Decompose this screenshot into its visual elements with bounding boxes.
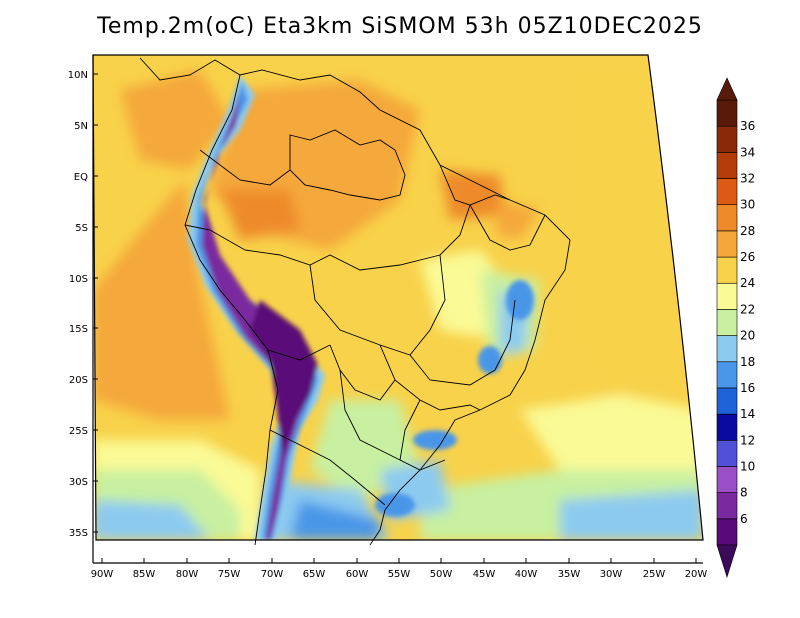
map-frame <box>92 54 704 541</box>
colorbar-label: 26 <box>740 250 755 264</box>
lon-axis: 90W 85W 80W 75W 70W 65W 60W 55W 50W 45W … <box>91 558 708 580</box>
field-south-atl-20 <box>560 490 703 540</box>
field-ne-30 <box>440 170 505 220</box>
boundary-mt <box>309 254 446 356</box>
lat-label: 25S <box>69 426 88 437</box>
colorbar-label: 12 <box>740 433 755 447</box>
colorbar-swatch <box>716 204 738 232</box>
colorbar-label: 22 <box>740 302 755 316</box>
lat-label: 35S <box>69 528 88 539</box>
lon-label: 20W <box>685 569 708 580</box>
colorbar-label: 34 <box>740 145 755 159</box>
field-patagonia-18 <box>290 500 380 540</box>
lon-label: 80W <box>176 569 199 580</box>
boundary-sp <box>394 379 481 411</box>
lon-label: 90W <box>91 569 114 580</box>
colorbar-label: 14 <box>740 407 755 421</box>
lat-label: 10N <box>68 70 88 81</box>
field-atlantic-24 <box>520 395 703 480</box>
colorbar-label: 6 <box>740 512 748 526</box>
colorbar-label: 10 <box>740 459 755 473</box>
colorbar-swatch <box>716 282 738 310</box>
colorbar-label: 18 <box>740 355 755 369</box>
colorbar-swatch <box>716 492 738 520</box>
colorbar-swatch <box>716 387 738 415</box>
lat-label: 30S <box>69 477 88 488</box>
boundary-ms <box>329 344 396 401</box>
lat-label: 20S <box>69 375 88 386</box>
field-ne-28 <box>495 200 540 240</box>
boundary-north <box>289 129 406 201</box>
lon-label: 85W <box>133 569 156 580</box>
lat-label: EQ <box>74 172 88 183</box>
andes-cold-spine <box>188 75 325 540</box>
lat-axis: 10N 5N EQ 5S 10S 15S 20S 25S 30S 35S <box>68 70 98 539</box>
colorbar-label: 20 <box>740 329 755 343</box>
colorbar: 6 8 10 12 14 16 18 20 22 24 26 28 30 32 34 36 <box>716 77 755 579</box>
boundary-amazon <box>244 204 471 271</box>
colorbar-swatch <box>716 439 738 467</box>
colorbar-over-arrow <box>716 77 738 101</box>
lon-label: 55W <box>388 569 411 580</box>
boundary-peru <box>184 224 246 251</box>
lon-label: 30W <box>600 569 623 580</box>
boundary-ba <box>469 204 546 251</box>
colorbar-label: 32 <box>740 172 755 186</box>
colorbar-swatch <box>716 309 738 336</box>
lat-label: 5S <box>75 223 88 234</box>
boundary-colombia <box>199 149 291 186</box>
lon-label: 65W <box>303 569 326 580</box>
lat-label: 15S <box>69 324 88 335</box>
lon-label: 25W <box>643 569 666 580</box>
map-title: Temp.2m(oC) Eta3km SiSMOM 53h 05Z10DEC20… <box>97 14 703 39</box>
colorbar-under-arrow <box>716 544 738 579</box>
boundary-paraguay <box>339 369 401 461</box>
colorbar-label: 8 <box>740 486 748 500</box>
colorbar-label: 16 <box>740 381 755 395</box>
colorbar-swatch <box>716 466 738 493</box>
colorbar-swatch <box>716 413 738 441</box>
colorbar-swatch <box>716 178 738 206</box>
colorbar-label: 30 <box>740 198 755 212</box>
field-atlantic-26 <box>560 55 700 400</box>
lon-label: 35W <box>558 569 581 580</box>
colorbar-swatch <box>716 361 738 389</box>
field-npac-28 <box>120 70 230 170</box>
colorbar-label: 36 <box>740 119 755 133</box>
colorbar-swatch <box>716 230 738 258</box>
political-boundaries <box>139 57 571 546</box>
lon-label: 60W <box>346 569 369 580</box>
boundary-argentina <box>269 429 386 506</box>
lon-label: 50W <box>430 569 453 580</box>
colorbar-swatch <box>716 152 738 179</box>
lon-label: 45W <box>473 569 496 580</box>
lon-label: 75W <box>218 569 241 580</box>
field-pacific-28 <box>93 180 230 420</box>
boundary-mg <box>409 299 516 386</box>
field-peru-30 <box>220 190 300 240</box>
lon-label: 70W <box>261 569 284 580</box>
colorbar-label: 24 <box>740 276 755 290</box>
field-south-pac-20 <box>93 500 210 540</box>
colorbar-label: 28 <box>740 224 755 238</box>
temperature-field <box>93 55 703 540</box>
lat-label: 5N <box>74 121 88 132</box>
boundary-bolivia <box>267 344 331 361</box>
lon-label: 40W <box>515 569 538 580</box>
colorbar-swatch <box>716 99 738 127</box>
lat-label: 10S <box>69 274 88 285</box>
colorbar-swatch <box>716 335 738 363</box>
colorbar-swatch <box>716 518 738 546</box>
colorbar-swatch <box>716 256 738 284</box>
colorbar-swatch <box>716 125 738 153</box>
